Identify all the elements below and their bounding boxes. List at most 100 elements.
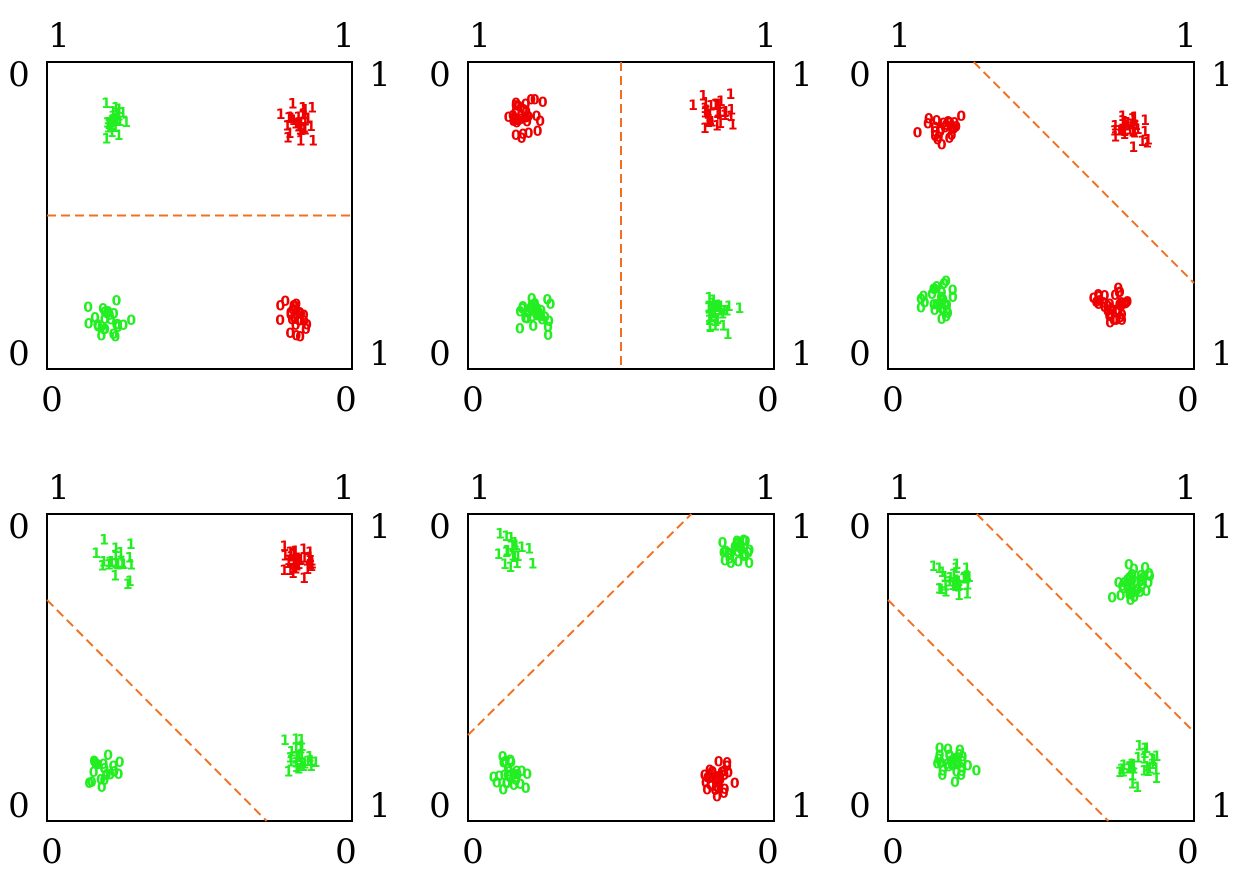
- corner-label-top-right: 1: [333, 16, 355, 56]
- data-point: 1: [506, 530, 516, 546]
- data-point: 0: [97, 780, 107, 796]
- data-point: 0: [735, 538, 745, 554]
- data-point: 1: [951, 577, 961, 593]
- data-point: 0: [1120, 575, 1130, 591]
- data-point: 0: [944, 760, 954, 776]
- data-point: 1: [528, 556, 538, 572]
- data-point: 1: [276, 107, 286, 123]
- data-point: 1: [296, 552, 306, 568]
- data-point: 1: [289, 113, 299, 129]
- data-point: 1: [307, 556, 317, 572]
- data-point: 0: [1135, 585, 1145, 601]
- data-point: 0: [287, 312, 297, 328]
- data-point: 1: [287, 111, 297, 127]
- data-point: 1: [1128, 124, 1138, 140]
- data-point: 0: [494, 769, 504, 785]
- data-point: 1: [700, 101, 710, 117]
- data-point: 0: [519, 103, 529, 119]
- data-point: 0: [715, 770, 725, 786]
- data-point: 1: [734, 301, 744, 317]
- data-point: 1: [705, 320, 715, 336]
- data-point: 1: [952, 557, 962, 573]
- data-point: 1: [115, 114, 125, 130]
- data-point: 0: [89, 754, 99, 770]
- decision-boundary-1: [467, 513, 693, 736]
- data-point: 0: [938, 301, 948, 317]
- data-point: 1: [1133, 122, 1143, 138]
- data-point: 0: [499, 755, 509, 771]
- data-point: 0: [713, 769, 723, 785]
- data-point: 1: [116, 546, 126, 562]
- data-point: 0: [725, 548, 735, 564]
- data-point: 1: [963, 569, 973, 585]
- data-point: 0: [930, 303, 940, 319]
- data-point: 0: [740, 548, 750, 564]
- plot-frame: [887, 513, 1195, 822]
- data-point: 0: [935, 741, 945, 757]
- data-point: 1: [511, 538, 521, 554]
- data-point: 0: [301, 322, 311, 338]
- corner-label-top-left: 1: [469, 468, 491, 508]
- data-point: 0: [99, 761, 109, 777]
- data-point: 1: [111, 106, 121, 122]
- data-point: 1: [111, 541, 121, 557]
- data-point: 0: [511, 773, 521, 789]
- data-point: 0: [935, 125, 945, 141]
- data-point: 0: [938, 292, 948, 308]
- data-point: 1: [712, 312, 722, 328]
- data-point: 0: [936, 756, 946, 772]
- data-point: 0: [530, 298, 540, 314]
- data-point: 1: [117, 556, 127, 572]
- data-point: 1: [1140, 113, 1150, 129]
- data-point: 0: [957, 764, 967, 780]
- data-point: 0: [286, 308, 296, 324]
- data-point: 0: [1114, 285, 1124, 301]
- data-point: 1: [97, 558, 107, 574]
- data-point: 1: [703, 115, 713, 131]
- data-point: 0: [741, 534, 751, 550]
- data-point: 1: [510, 550, 520, 566]
- data-point: 1: [1123, 115, 1133, 131]
- data-point: 0: [1118, 296, 1128, 312]
- data-point: 1: [297, 739, 307, 755]
- data-point: 1: [289, 548, 299, 564]
- data-point: 1: [1124, 762, 1134, 778]
- data-point: 1: [936, 582, 946, 598]
- data-point: 0: [1129, 562, 1139, 578]
- data-point: 0: [1125, 587, 1135, 603]
- data-point: 1: [716, 304, 726, 320]
- data-point: 0: [109, 306, 119, 322]
- data-point: 0: [511, 112, 521, 128]
- data-point: 0: [302, 317, 312, 333]
- data-point: 1: [1143, 133, 1153, 149]
- data-point: 1: [704, 300, 714, 316]
- data-point: 0: [916, 301, 926, 317]
- data-point: 0: [943, 306, 953, 322]
- data-point: 1: [1140, 746, 1150, 762]
- data-point: 1: [113, 558, 123, 574]
- data-point: 0: [930, 282, 940, 298]
- data-point: 0: [936, 755, 946, 771]
- data-point: 0: [1100, 288, 1110, 304]
- data-point: 1: [291, 756, 301, 772]
- data-point: 0: [1125, 588, 1135, 604]
- data-point: 1: [948, 578, 958, 594]
- corner-label-top-left: 1: [469, 16, 491, 56]
- data-point: 0: [930, 125, 940, 141]
- data-point: 0: [521, 97, 531, 113]
- data-point: 0: [530, 298, 540, 314]
- corner-label-bottom-right: 0: [757, 832, 779, 872]
- data-point: 0: [100, 305, 110, 321]
- data-point: 1: [1142, 759, 1152, 775]
- data-point: 0: [500, 768, 510, 784]
- data-point: 1: [700, 105, 710, 121]
- data-point: 1: [1151, 763, 1161, 779]
- data-point: 1: [285, 110, 295, 126]
- data-point: 1: [698, 89, 708, 105]
- corner-label-right-top: 1: [369, 507, 391, 547]
- data-point: 0: [498, 782, 508, 798]
- data-point: 0: [956, 109, 966, 125]
